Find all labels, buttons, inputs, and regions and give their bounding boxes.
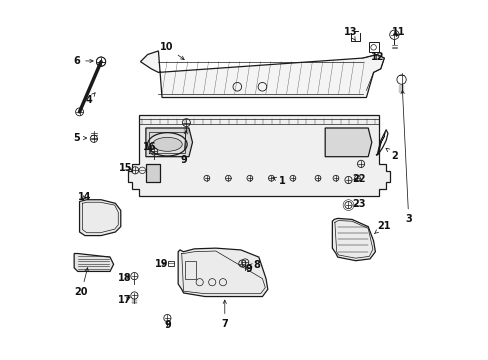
Polygon shape: [140, 51, 384, 98]
Text: 21: 21: [374, 221, 389, 234]
Bar: [368, 42, 378, 52]
Polygon shape: [145, 164, 160, 182]
Text: 5: 5: [73, 133, 86, 143]
Text: 8: 8: [247, 260, 260, 270]
Ellipse shape: [147, 133, 187, 156]
Text: 2: 2: [386, 148, 398, 161]
Text: 6: 6: [73, 56, 93, 66]
Text: 17: 17: [118, 295, 131, 305]
Text: 23: 23: [351, 199, 365, 210]
Bar: [185, 261, 196, 279]
Polygon shape: [332, 219, 375, 261]
Text: 20: 20: [75, 268, 88, 297]
Text: 7: 7: [221, 300, 228, 329]
Bar: [168, 261, 174, 266]
Text: 10: 10: [159, 42, 184, 59]
Polygon shape: [145, 128, 192, 157]
Text: 19: 19: [155, 258, 168, 269]
Text: 3: 3: [400, 90, 411, 224]
Text: 16: 16: [142, 142, 156, 152]
Polygon shape: [74, 253, 113, 271]
Text: 9: 9: [245, 264, 252, 274]
Ellipse shape: [152, 137, 182, 151]
Text: 9: 9: [180, 131, 187, 165]
Polygon shape: [80, 200, 121, 235]
Text: 22: 22: [351, 174, 365, 184]
Text: 13: 13: [343, 27, 356, 40]
Text: 1: 1: [272, 176, 285, 186]
Text: 14: 14: [78, 192, 91, 202]
Text: 11: 11: [391, 27, 405, 37]
Polygon shape: [128, 116, 389, 196]
Text: 4: 4: [85, 93, 95, 105]
Text: 9: 9: [164, 320, 171, 329]
Text: 12: 12: [370, 52, 384, 62]
Text: 15: 15: [119, 163, 133, 173]
Polygon shape: [325, 128, 371, 157]
Text: 18: 18: [117, 273, 131, 283]
Polygon shape: [178, 248, 267, 297]
